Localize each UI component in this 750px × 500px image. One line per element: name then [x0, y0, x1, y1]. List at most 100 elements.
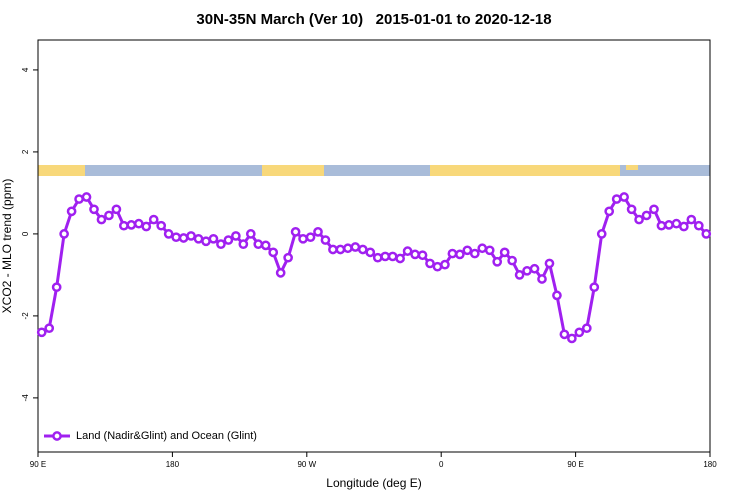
data-point: [701, 229, 712, 239]
data-point: [104, 210, 114, 221]
data-point: [335, 244, 346, 255]
data-point: [245, 229, 256, 239]
data-point: [328, 244, 338, 255]
data-point: [268, 247, 279, 258]
data-point: [36, 327, 47, 338]
data-point: [365, 247, 376, 258]
data-point: [178, 233, 189, 243]
data-point: [141, 221, 152, 232]
series-line: [41, 195, 708, 341]
data-point: [417, 250, 428, 261]
data-point: [89, 204, 99, 215]
data-point: [619, 192, 629, 202]
data-point: [611, 194, 622, 204]
data-point: [492, 256, 503, 267]
data-point: [649, 204, 659, 215]
plot-frame: [37, 39, 711, 453]
data-point: [260, 240, 271, 251]
data-point: [283, 252, 293, 263]
data-point: [298, 233, 308, 244]
data-point: [238, 239, 249, 250]
x-tick-label: 0: [439, 460, 444, 469]
data-point: [126, 220, 137, 230]
data-point: [387, 251, 398, 262]
y-tick-label: 0: [21, 231, 30, 236]
data-point: [171, 232, 181, 243]
y-tick-label: -4: [21, 394, 30, 402]
land-band: [626, 165, 638, 170]
data-point: [507, 255, 517, 266]
data-point: [514, 270, 525, 280]
data-point: [447, 248, 458, 259]
data-point: [544, 258, 555, 269]
data-point: [552, 290, 562, 301]
data-point: [589, 282, 600, 293]
data-point: [275, 268, 286, 278]
data-point: [186, 231, 196, 241]
data-point: [201, 236, 211, 247]
data-point: [529, 263, 540, 274]
data-point: [395, 253, 405, 264]
y-tick-label: 2: [21, 149, 30, 154]
y-axis-label: XCO2 - MLO trend (ppm): [0, 179, 14, 314]
data-point: [656, 220, 667, 231]
data-point: [223, 235, 234, 245]
data-point: [455, 249, 465, 260]
data-point: [604, 206, 615, 217]
x-tick-label: 90 E: [567, 460, 583, 469]
data-point: [634, 214, 644, 225]
data-point: [253, 239, 264, 250]
data-point: [380, 251, 391, 262]
data-point: [320, 235, 331, 245]
data-point: [559, 329, 570, 340]
data-point: [305, 232, 316, 243]
legend-label: Land (Nadir&Glint) and Ocean (Glint): [76, 430, 257, 442]
data-point: [66, 206, 77, 217]
data-point: [81, 192, 92, 202]
data-point: [343, 243, 353, 254]
data-point: [372, 252, 383, 263]
x-tick-label: 180: [166, 460, 180, 469]
x-tick-label: 90 E: [30, 460, 46, 469]
data-point: [410, 249, 420, 260]
data-point: [148, 214, 159, 225]
data-point: [193, 233, 204, 244]
data-point: [402, 246, 413, 256]
data-point: [499, 247, 510, 258]
data-point: [477, 243, 488, 254]
data-point: [290, 227, 301, 237]
data-point: [208, 233, 219, 244]
data-point: [679, 221, 689, 232]
land-band: [430, 165, 620, 176]
data-point: [96, 214, 107, 225]
data-point: [44, 323, 55, 334]
land-ocean-strip: [38, 165, 710, 176]
data-point: [119, 220, 129, 231]
data-point: [537, 274, 547, 284]
data-point: [51, 282, 62, 293]
data-point: [350, 242, 361, 252]
chart-title: 30N-35N March (Ver 10) 2015-01-01 to 202…: [196, 11, 551, 28]
data-point: [432, 261, 443, 272]
data-point: [469, 248, 480, 259]
data-point: [111, 204, 122, 215]
data-point: [693, 220, 704, 231]
data-point: [357, 244, 368, 255]
data-point: [641, 210, 652, 221]
data-point: [664, 220, 674, 230]
data-point: [216, 239, 226, 250]
data-point: [59, 229, 69, 239]
ocean-band: [38, 165, 710, 176]
data-point: [313, 227, 323, 237]
data-point: [581, 323, 592, 334]
data-point: [163, 229, 174, 239]
data-point: [231, 231, 241, 241]
data-point: [567, 333, 577, 344]
data-point: [522, 265, 532, 276]
x-tick-label: 90 W: [297, 460, 316, 469]
data-point: [626, 204, 637, 215]
data-point: [484, 245, 495, 256]
data-point: [156, 220, 167, 231]
data-point: [133, 218, 144, 229]
